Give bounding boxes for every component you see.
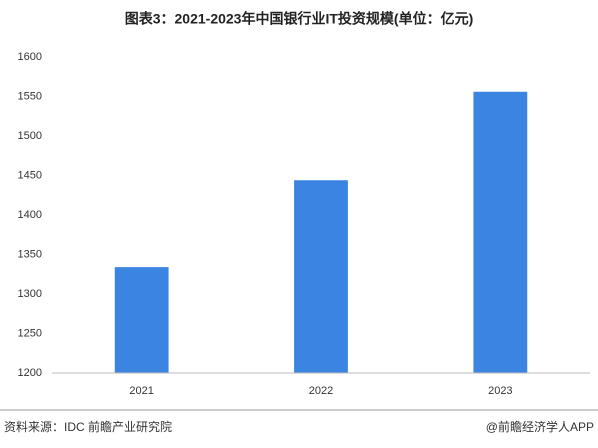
y-tick-label: 1350 <box>18 248 42 260</box>
y-tick-label: 1500 <box>18 130 42 142</box>
y-tick-label: 1600 <box>18 51 42 63</box>
chart-title: 图表3：2021-2023年中国银行业IT投资规模(单位：亿元) <box>125 11 474 27</box>
y-tick-label: 1400 <box>18 209 42 221</box>
credit: @前瞻经济学人APP <box>486 419 594 434</box>
y-tick-label: 1250 <box>18 327 42 339</box>
y-tick-label: 1550 <box>18 90 42 102</box>
y-tick-label: 1450 <box>18 169 42 181</box>
y-tick-label: 1300 <box>18 288 42 300</box>
bar <box>294 180 348 373</box>
bar <box>114 267 169 373</box>
y-tick-label: 1200 <box>18 367 42 379</box>
bar <box>473 91 528 373</box>
x-tick-label: 2022 <box>309 385 333 397</box>
x-tick-label: 2023 <box>488 385 512 397</box>
source-note: 资料来源：IDC 前瞻产业研究院 <box>4 419 172 434</box>
x-tick-label: 2021 <box>129 385 153 397</box>
